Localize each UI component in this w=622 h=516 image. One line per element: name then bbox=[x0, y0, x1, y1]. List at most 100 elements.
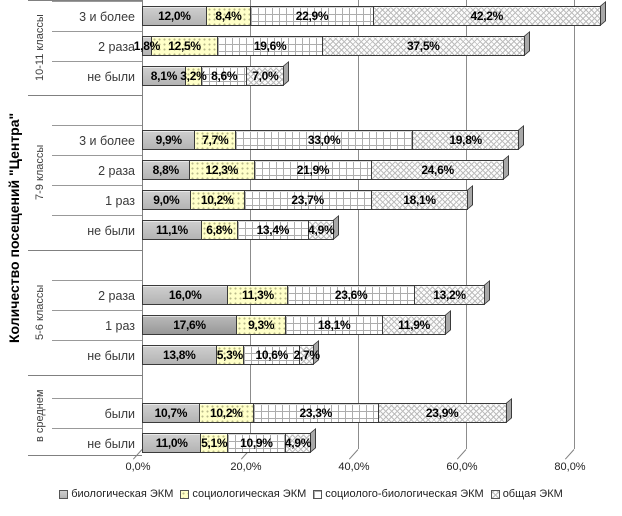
bar-3d-cap bbox=[333, 214, 340, 240]
bar-segment-label: 2,7% bbox=[293, 348, 320, 362]
bar-segment-label: 9,3% bbox=[248, 318, 275, 332]
category-label: 2 раза bbox=[52, 280, 142, 310]
bar-segment-label: 23,6% bbox=[334, 288, 368, 302]
bar-segment: 8,6% bbox=[201, 66, 248, 86]
bar-3d-cap bbox=[484, 279, 491, 305]
bar-segment: 10,2% bbox=[189, 190, 245, 210]
stacked-bar: 11,1% 6,8% 13,4% 4,9% bbox=[142, 214, 340, 240]
gridline-60 bbox=[466, 0, 467, 449]
bar-segment-label: 13,8% bbox=[162, 348, 196, 362]
bar-group: 7-9 классы 3 и более 9,9% 7,7% 33,0% 19,8% 2 р… bbox=[28, 95, 622, 250]
category-label: 2 раза bbox=[52, 155, 142, 185]
bar-row: 2 раза 16,0% 11,3% 23,6% 13,2% bbox=[52, 279, 622, 310]
bar-segment: 11,3% bbox=[227, 285, 289, 305]
bar-row: не были 13,8% 5,3% 10,6% 2,7% bbox=[52, 339, 622, 370]
bar-segment-label: 9,9% bbox=[155, 133, 182, 147]
bar-segment-label: 10,2% bbox=[210, 406, 243, 420]
legend: биологическая ЭКМ социологическая ЭКМ соци… bbox=[0, 488, 622, 500]
bar-segment: 6,8% bbox=[200, 220, 238, 240]
stacked-bar: 9,9% 7,7% 33,0% 19,8% bbox=[142, 124, 525, 150]
bar-row: 3 и более 12,0% 8,4% 22,9% 42,2% bbox=[52, 0, 622, 31]
group-rows: были 10,7% 10,2% 23,3% 23,9% не были 11,0% 5,1%… bbox=[52, 375, 622, 456]
gridline-80 bbox=[574, 0, 575, 449]
bar-segment-label: 8,8% bbox=[152, 163, 179, 177]
legend-item-label: социологическая ЭКМ bbox=[192, 488, 307, 500]
bar-3d-cap bbox=[283, 60, 290, 86]
bar-segment: 17,6% bbox=[142, 315, 238, 335]
bar-segment: 21,9% bbox=[253, 160, 373, 180]
bar-segment-label: 9,0% bbox=[153, 193, 180, 207]
bar-segment: 18,1% bbox=[370, 190, 469, 210]
category-label: не были bbox=[52, 215, 142, 245]
bar-segment: 23,7% bbox=[243, 190, 372, 210]
category-label: были bbox=[52, 398, 142, 428]
legend-item: общая ЭКМ bbox=[490, 488, 563, 500]
bar-segment: 24,6% bbox=[371, 160, 504, 180]
bar-segment-label: 19,8% bbox=[449, 133, 482, 147]
bar-3d-cap bbox=[467, 184, 474, 210]
bar-segment-label: 5,1% bbox=[201, 436, 228, 450]
bar-segment: 19,6% bbox=[217, 36, 324, 56]
bar-3d-cap bbox=[445, 309, 452, 335]
bar-segment-label: 24,6% bbox=[421, 163, 454, 177]
bar-segment-label: 8,4% bbox=[215, 9, 242, 23]
category-label: не были bbox=[52, 340, 142, 370]
legend-marker-icon bbox=[313, 489, 323, 499]
stacked-bar: 8,1% 3,2% 8,6% 7,0% bbox=[142, 60, 290, 86]
bar-segment-label: 4,9% bbox=[284, 436, 312, 450]
bar-segment: 4,9% bbox=[308, 220, 335, 240]
bar-segment: 42,2% bbox=[372, 6, 601, 26]
bar-segment: 37,5% bbox=[322, 36, 525, 56]
bar-segment-label: 22,9% bbox=[295, 9, 329, 23]
bar-segment: 19,8% bbox=[412, 130, 520, 150]
bar-segment: 10,2% bbox=[198, 403, 254, 423]
bar-segment: 23,9% bbox=[377, 403, 507, 423]
bar-segment-label: 6,8% bbox=[206, 223, 233, 237]
bar-segment: 9,0% bbox=[142, 190, 191, 210]
bar-segment: 7,0% bbox=[246, 66, 285, 86]
bar-segment-label: 23,7% bbox=[291, 193, 324, 207]
bar-segment: 18,1% bbox=[285, 315, 383, 335]
bar-segment-label: 19,6% bbox=[253, 39, 287, 53]
bar-segment-label: 37,5% bbox=[407, 39, 440, 53]
legend-item: социолого-биологическая ЭКМ bbox=[313, 488, 484, 500]
bar-segment: 8,4% bbox=[205, 6, 252, 26]
bar-segment: 9,9% bbox=[142, 130, 196, 150]
bar-segment: 8,8% bbox=[142, 160, 190, 180]
bar-group: 5-6 классы 2 раза 16,0% 11,3% 23,6% 13,2% 1 ра… bbox=[28, 250, 622, 375]
legend-marker-icon bbox=[490, 489, 500, 499]
bar-segment-label: 11,1% bbox=[156, 223, 188, 237]
stacked-bar: 1,8% 12,5% 19,6% 37,5% bbox=[134, 30, 530, 56]
bar-segment-label: 8,1% bbox=[150, 69, 177, 83]
category-label: 3 и более bbox=[52, 1, 142, 31]
bar-segment-label: 5,3% bbox=[216, 348, 243, 362]
category-label: 1 раз bbox=[52, 310, 142, 340]
bar-segment: 23,3% bbox=[252, 403, 379, 423]
category-label: 3 и более bbox=[52, 125, 142, 155]
bar-segment: 4,9% bbox=[284, 433, 312, 453]
bar-3d-cap bbox=[310, 427, 317, 453]
bar-3d-cap bbox=[518, 124, 525, 150]
x-tick-label: 0,0% bbox=[125, 461, 151, 473]
bar-segment: 5,3% bbox=[215, 345, 245, 365]
bar-row: 1 раз 9,0% 10,2% 23,7% 18,1% bbox=[52, 184, 622, 215]
bar-segment-label: 11,3% bbox=[241, 288, 274, 302]
bar-segment-label: 10,9% bbox=[240, 436, 273, 450]
bar-segment: 7,7% bbox=[194, 130, 237, 150]
gridline-40 bbox=[358, 0, 359, 449]
bar-segment-label: 4,9% bbox=[308, 223, 335, 237]
bar-3d-cap bbox=[599, 0, 606, 26]
bar-segment: 3,2% bbox=[180, 66, 207, 86]
x-tick-label: 40,0% bbox=[338, 461, 370, 473]
bar-segment-label: 10,6% bbox=[255, 348, 288, 362]
bar-segment: 13,2% bbox=[413, 285, 486, 305]
legend-item-label: общая ЭКМ bbox=[502, 488, 563, 500]
bar-segment-label: 42,2% bbox=[470, 9, 504, 23]
legend-item: социологическая ЭКМ bbox=[180, 488, 306, 500]
category-label: не были bbox=[52, 61, 142, 91]
x-tick-label: 60,0% bbox=[446, 461, 478, 473]
bar-segment: 11,9% bbox=[381, 315, 447, 335]
x-axis: 0,0% 20,0% 40,0% 60,0% 80,0% bbox=[0, 456, 622, 482]
bar-segment-label: 11,9% bbox=[398, 318, 431, 332]
bar-segment-label: 12,5% bbox=[168, 39, 201, 53]
